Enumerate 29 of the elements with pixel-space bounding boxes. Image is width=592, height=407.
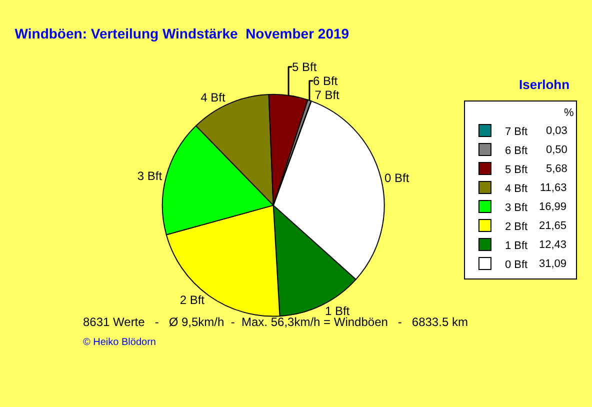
slice-label: 2 Bft <box>180 293 206 308</box>
slice-label: 7 Bft <box>314 88 340 102</box>
slice-label: 1 Bft <box>324 304 350 318</box>
chart-title: Windböen: Verteilung Windstärke November 2019 <box>14 25 350 42</box>
legend-label: 7 Bft <box>504 126 528 138</box>
legend-label: 4 Bft <box>504 182 528 195</box>
data-label: 0,50 <box>546 144 568 156</box>
data-label: 21,65 <box>539 220 567 232</box>
text: 8631 Werte - Ø 9,5km/h - Max. 56,3km/h = Windböen - 6833.5 km <box>83 315 468 329</box>
legend-label: 3 Bft <box>504 202 528 214</box>
text: Iserlohn <box>519 77 570 92</box>
slice-label: 3 Bft <box>137 168 163 183</box>
legend-title: % <box>564 107 574 120</box>
data-label: 0,03 <box>546 125 568 137</box>
text: © Heiko Blödorn <box>83 337 156 348</box>
legend-label: 2 Bft <box>504 220 528 233</box>
data-label: 5,68 <box>546 163 568 175</box>
slice-label: 0 Bft <box>384 171 410 186</box>
slice-label: 4 Bft <box>200 90 226 105</box>
data-label: 11,63 <box>540 182 567 194</box>
data-label: 16,99 <box>539 201 567 213</box>
data-label: 31,09 <box>539 258 567 270</box>
legend-label: 0 Bft <box>504 258 528 271</box>
slice-label: 6 Bft <box>312 74 338 88</box>
legend-label: 1 Bft <box>504 240 528 252</box>
data-label: 12,43 <box>539 239 567 251</box>
legend-label: 6 Bft <box>504 144 528 157</box>
legend-label: 5 Bft <box>504 164 528 176</box>
slice-label: 5 Bft <box>292 60 318 74</box>
